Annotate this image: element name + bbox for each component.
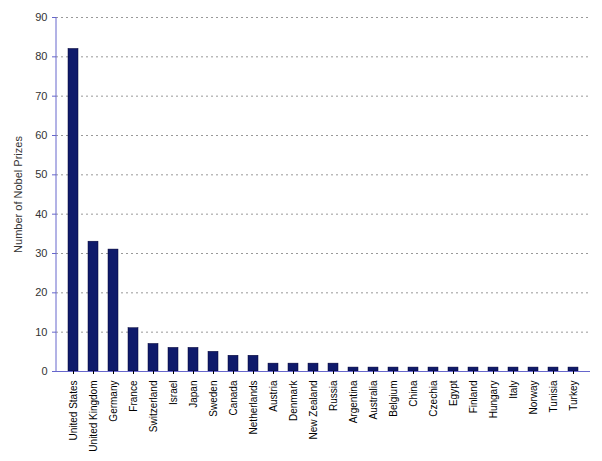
svg-text:Netherlands: Netherlands bbox=[248, 381, 259, 435]
svg-text:Australia: Australia bbox=[368, 380, 379, 419]
svg-text:90: 90 bbox=[35, 11, 47, 23]
svg-text:Germany: Germany bbox=[108, 381, 119, 422]
svg-text:20: 20 bbox=[35, 286, 47, 298]
svg-text:Turkey: Turkey bbox=[568, 381, 579, 411]
svg-text:80: 80 bbox=[35, 50, 47, 62]
svg-text:Denmark: Denmark bbox=[288, 380, 299, 422]
svg-text:0: 0 bbox=[41, 365, 47, 377]
svg-text:New Zealand: New Zealand bbox=[308, 381, 319, 440]
svg-text:Finland: Finland bbox=[468, 381, 479, 414]
svg-text:70: 70 bbox=[35, 90, 47, 102]
svg-text:Egypt: Egypt bbox=[448, 380, 459, 406]
svg-text:Russia: Russia bbox=[328, 380, 339, 411]
svg-text:Japan: Japan bbox=[188, 381, 199, 408]
svg-text:United States: United States bbox=[68, 381, 79, 441]
svg-text:30: 30 bbox=[35, 247, 47, 259]
svg-text:60: 60 bbox=[35, 129, 47, 141]
svg-text:Argentina: Argentina bbox=[348, 380, 359, 423]
svg-text:Norway: Norway bbox=[528, 381, 539, 415]
svg-text:Canada: Canada bbox=[228, 380, 239, 415]
svg-text:Czechia: Czechia bbox=[428, 380, 439, 417]
svg-text:Tunisia: Tunisia bbox=[548, 380, 559, 412]
svg-text:Italy: Italy bbox=[508, 381, 519, 399]
svg-text:Number of Nobel Prizes: Number of Nobel Prizes bbox=[12, 136, 24, 253]
svg-text:Switzerland: Switzerland bbox=[148, 381, 159, 433]
svg-text:Israel: Israel bbox=[168, 381, 179, 405]
svg-text:France: France bbox=[128, 380, 139, 412]
svg-text:United Kingdom: United Kingdom bbox=[88, 381, 99, 452]
svg-text:China: China bbox=[408, 380, 419, 407]
svg-text:10: 10 bbox=[35, 326, 47, 338]
svg-text:50: 50 bbox=[35, 168, 47, 180]
svg-text:Hungary: Hungary bbox=[488, 381, 499, 419]
svg-text:Belgium: Belgium bbox=[388, 381, 399, 417]
svg-text:40: 40 bbox=[35, 208, 47, 220]
svg-text:Sweden: Sweden bbox=[208, 381, 219, 417]
svg-text:Austria: Austria bbox=[268, 380, 279, 412]
